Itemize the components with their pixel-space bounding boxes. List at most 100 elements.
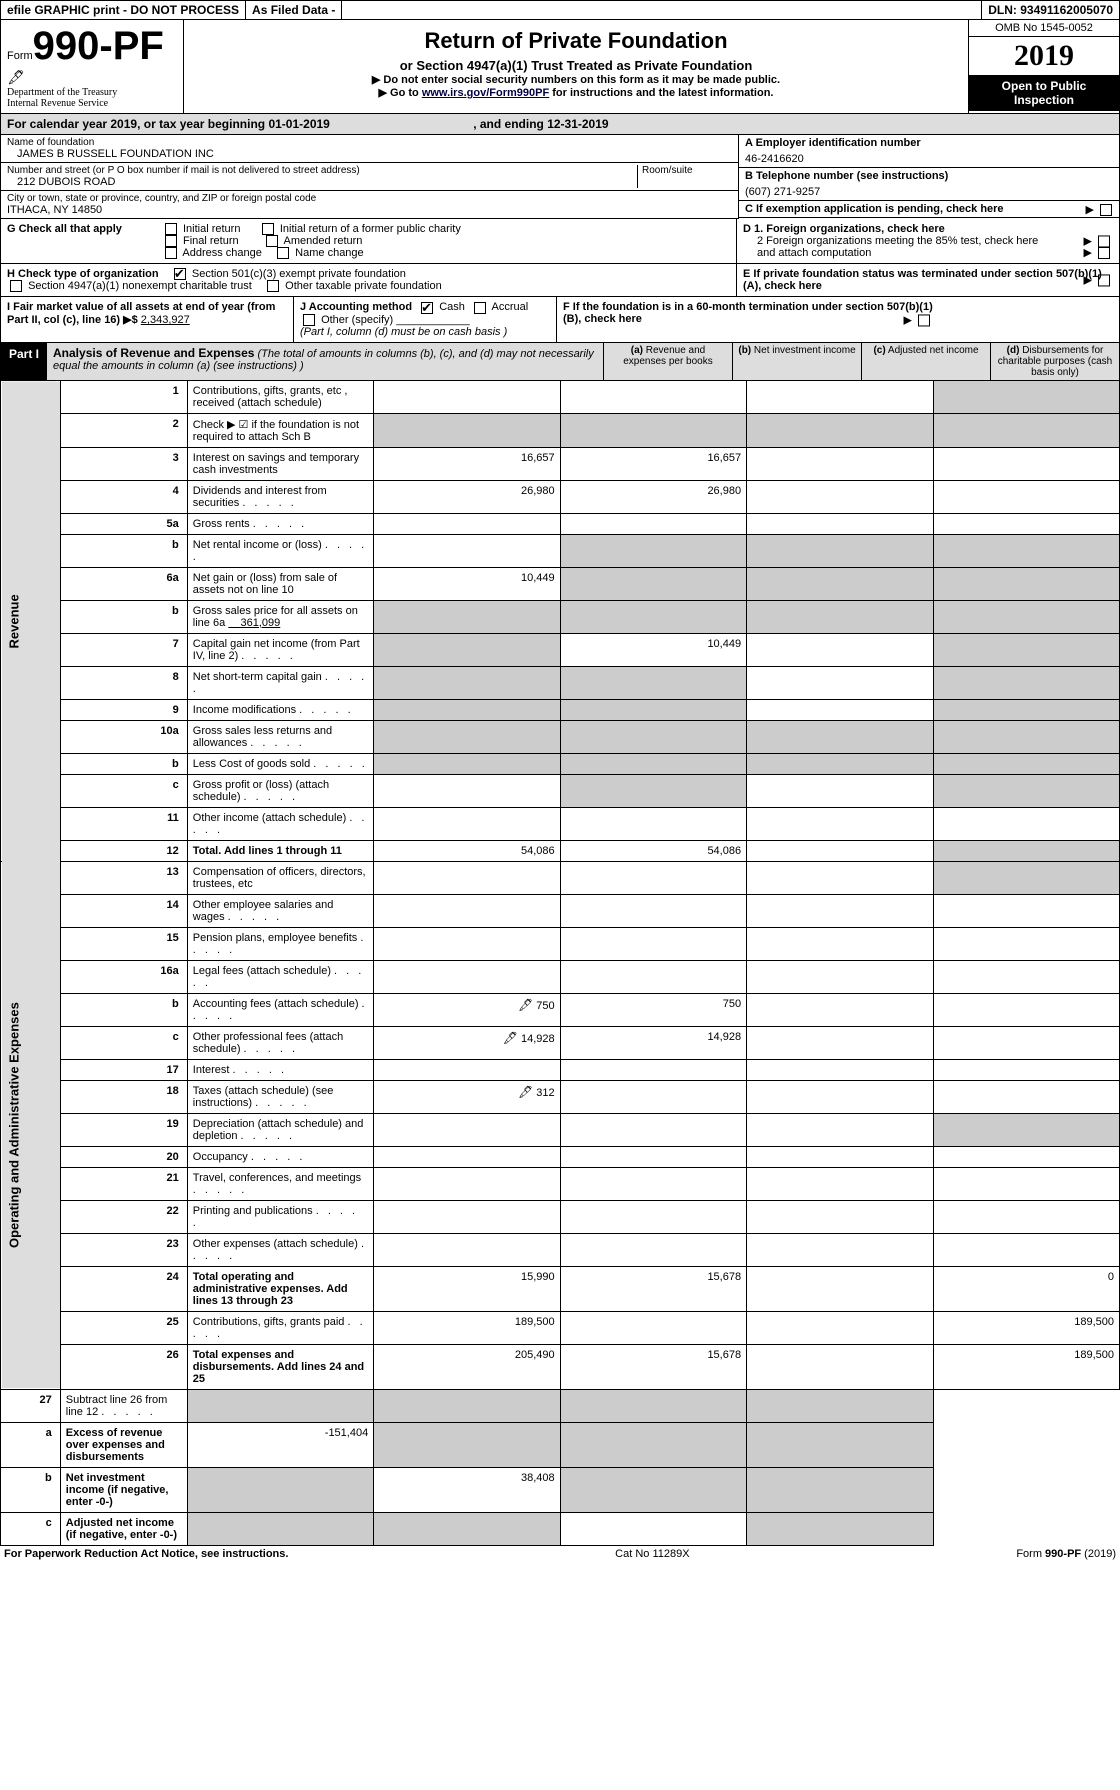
h-other-checkbox[interactable] xyxy=(267,280,279,292)
table-row: aExcess of revenue over expenses and dis… xyxy=(1,1422,1120,1467)
d1-label: D 1. Foreign organizations, check here xyxy=(743,223,945,235)
line-description: Contributions, gifts, grants paid . . . … xyxy=(187,1311,373,1344)
line-number: 17 xyxy=(60,1059,187,1080)
amount-cell xyxy=(747,666,933,699)
amount-cell xyxy=(747,993,933,1026)
table-row: 18Taxes (attach schedule) (see instructi… xyxy=(1,1080,1120,1113)
table-row: cOther professional fees (attach schedul… xyxy=(1,1026,1120,1059)
line-description: Interest . . . . . xyxy=(187,1059,373,1080)
amount-cell xyxy=(747,1167,933,1200)
open-inspection: Open to Public Inspection xyxy=(969,75,1119,111)
amount-cell xyxy=(747,1080,933,1113)
amount-cell: 16,657 xyxy=(374,447,560,480)
amount-cell: 189,500 xyxy=(933,1311,1119,1344)
amount-cell xyxy=(933,1080,1119,1113)
form-word: Form xyxy=(7,50,33,62)
d2-label: 2 Foreign organizations meeting the 85% … xyxy=(743,235,1057,259)
g-initial-former-checkbox[interactable] xyxy=(262,223,274,235)
table-row: Operating and Administrative Expenses13C… xyxy=(1,861,1120,894)
title-cell: Return of Private Foundation or Section … xyxy=(184,20,968,113)
amount-cell xyxy=(560,1167,746,1200)
g-name-checkbox[interactable] xyxy=(277,247,289,259)
h-o2: Section 4947(a)(1) nonexempt charitable … xyxy=(28,280,252,292)
amount-cell xyxy=(933,840,1119,861)
table-row: cAdjusted net income (if negative, enter… xyxy=(1,1512,1120,1545)
part1-title: Analysis of Revenue and Expenses xyxy=(53,346,254,360)
g-initial-checkbox[interactable] xyxy=(165,223,177,235)
line-number: b xyxy=(60,993,187,1026)
line-description: Subtract line 26 from line 12 . . . . . xyxy=(60,1389,187,1422)
amount-cell xyxy=(747,894,933,927)
amount-cell xyxy=(933,807,1119,840)
col-d-header: (d) Disbursements for charitable purpose… xyxy=(990,343,1119,380)
amount-cell xyxy=(747,567,933,600)
amount-cell xyxy=(560,807,746,840)
line-number: 3 xyxy=(60,447,187,480)
footer-mid: Cat No 11289X xyxy=(615,1548,689,1560)
amount-cell xyxy=(747,1422,933,1467)
amount-cell xyxy=(933,633,1119,666)
irs-link[interactable]: www.irs.gov/Form990PF xyxy=(422,87,549,99)
f-checkbox[interactable] xyxy=(918,314,930,326)
line-number: 12 xyxy=(60,840,187,861)
amount-cell xyxy=(374,534,560,567)
amount-cell xyxy=(374,1422,560,1467)
g-final-checkbox[interactable] xyxy=(165,235,177,247)
amount-cell xyxy=(374,1200,560,1233)
j-cash: Cash xyxy=(439,301,465,313)
amount-cell xyxy=(747,840,933,861)
j-accrual: Accrual xyxy=(492,301,529,313)
g-o2: Initial return of a former public charit… xyxy=(280,223,461,235)
table-row: 27Subtract line 26 from line 12 . . . . … xyxy=(1,1389,1120,1422)
amount-cell xyxy=(747,1026,933,1059)
amount-cell xyxy=(933,447,1119,480)
street-address: 212 DUBOIS ROAD xyxy=(7,176,637,188)
g-address-checkbox[interactable] xyxy=(165,247,177,259)
e-checkbox[interactable] xyxy=(1098,275,1110,287)
footer-left: For Paperwork Reduction Act Notice, see … xyxy=(4,1548,288,1560)
city-value: ITHACA, NY 14850 xyxy=(7,204,732,216)
d2-checkbox[interactable] xyxy=(1098,247,1110,259)
line-description: Travel, conferences, and meetings . . . … xyxy=(187,1167,373,1200)
amount-cell xyxy=(374,1059,560,1080)
h-501c3-checkbox[interactable] xyxy=(174,268,186,280)
name-label: Name of foundation xyxy=(7,137,732,148)
line-number: 2 xyxy=(60,413,187,447)
line-description: Gross sales price for all assets on line… xyxy=(187,600,373,633)
line-description: Check ▶ ☑ if the foundation is not requi… xyxy=(187,413,373,447)
table-row: 14Other employee salaries and wages . . … xyxy=(1,894,1120,927)
c-checkbox[interactable] xyxy=(1100,204,1112,216)
i-value: 2,343,927 xyxy=(141,314,190,326)
phone-value: (607) 271-9257 xyxy=(745,182,1113,198)
amount-cell xyxy=(560,1080,746,1113)
table-row: 10aGross sales less returns and allowanc… xyxy=(1,720,1120,753)
amount-cell xyxy=(747,1266,933,1311)
line-number: 5a xyxy=(60,513,187,534)
table-row: 22Printing and publications . . . . . xyxy=(1,1200,1120,1233)
form-subtitle: or Section 4947(a)(1) Trust Treated as P… xyxy=(190,58,962,73)
amount-cell xyxy=(374,699,560,720)
j-cash-checkbox[interactable] xyxy=(421,302,433,314)
line-number: 10a xyxy=(60,720,187,753)
f-label: F If the foundation is in a 60-month ter… xyxy=(563,301,933,325)
amount-cell xyxy=(560,1200,746,1233)
line-number: 18 xyxy=(60,1080,187,1113)
j-accrual-checkbox[interactable] xyxy=(474,302,486,314)
efile-notice: efile GRAPHIC print - DO NOT PROCESS xyxy=(1,1,246,19)
line-number: c xyxy=(60,1026,187,1059)
line-description: Dividends and interest from securities .… xyxy=(187,480,373,513)
amount-cell xyxy=(747,633,933,666)
amount-cell xyxy=(560,1389,746,1422)
line-number: 25 xyxy=(60,1311,187,1344)
amount-cell: 🖋 312 xyxy=(374,1080,560,1113)
amount-cell xyxy=(374,1233,560,1266)
amount-cell xyxy=(747,774,933,807)
g-amended-checkbox[interactable] xyxy=(266,235,278,247)
amount-cell xyxy=(187,1389,373,1422)
j-other-checkbox[interactable] xyxy=(303,314,315,326)
amount-cell: 26,980 xyxy=(560,480,746,513)
amount-cell xyxy=(374,600,560,633)
footer-right: Form 990-PF (2019) xyxy=(1016,1548,1116,1560)
h-4947-checkbox[interactable] xyxy=(10,280,22,292)
line-number: 8 xyxy=(60,666,187,699)
